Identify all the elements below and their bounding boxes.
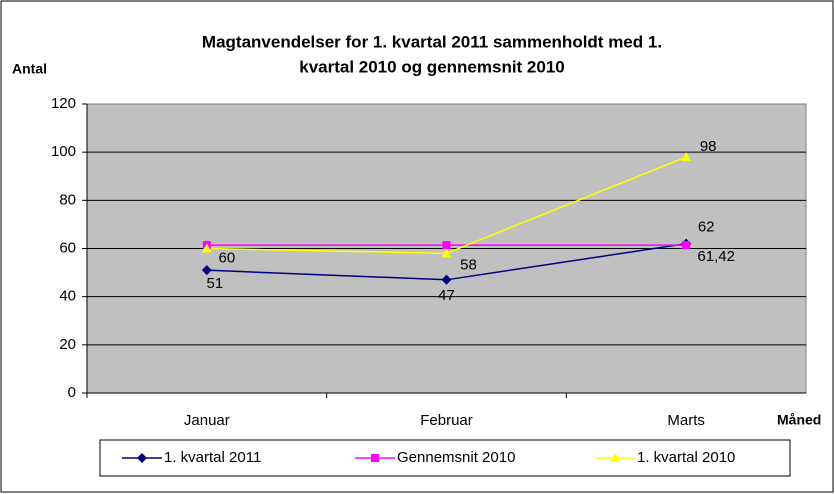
- data-label: 62: [698, 219, 715, 236]
- marker: [371, 454, 379, 462]
- y-axis-label: Antal: [12, 61, 47, 77]
- x-tick-label: Marts: [667, 412, 705, 429]
- data-label: 47: [438, 287, 455, 304]
- y-tick-label: 40: [59, 288, 76, 305]
- x-tick-label: Januar: [184, 412, 230, 429]
- legend-label: Gennemsnit 2010: [397, 449, 515, 466]
- marker: [201, 243, 212, 253]
- y-tick-label: 120: [51, 95, 76, 112]
- data-label: 58: [460, 256, 477, 273]
- marker: [201, 265, 212, 276]
- marker: [681, 151, 692, 161]
- legend: [99, 439, 791, 477]
- data-label: 60: [218, 249, 235, 266]
- chart-title: kvartal 2010 og gennemsnit 2010: [299, 57, 565, 76]
- legend-label: 1. kvartal 2010: [637, 449, 735, 466]
- x-tick-label: Februar: [420, 412, 473, 429]
- y-tick-label: 20: [59, 336, 76, 353]
- marker: [442, 241, 451, 250]
- x-axis-label: Måned: [777, 412, 821, 428]
- data-label: 51: [206, 275, 223, 292]
- y-tick-label: 0: [68, 384, 76, 401]
- y-tick-label: 80: [59, 191, 76, 208]
- y-tick-label: 100: [51, 143, 76, 160]
- marker: [610, 453, 620, 462]
- y-tick-label: 60: [59, 239, 76, 256]
- marker: [137, 453, 147, 463]
- marker: [682, 241, 691, 250]
- data-label: 61,42: [697, 248, 735, 265]
- marker: [441, 248, 452, 258]
- chart-title: Magtanvendelser for 1. kvartal 2011 samm…: [202, 32, 662, 51]
- marker: [441, 274, 452, 285]
- legend-label: 1. kvartal 2011: [164, 449, 261, 466]
- data-label: 98: [700, 138, 717, 155]
